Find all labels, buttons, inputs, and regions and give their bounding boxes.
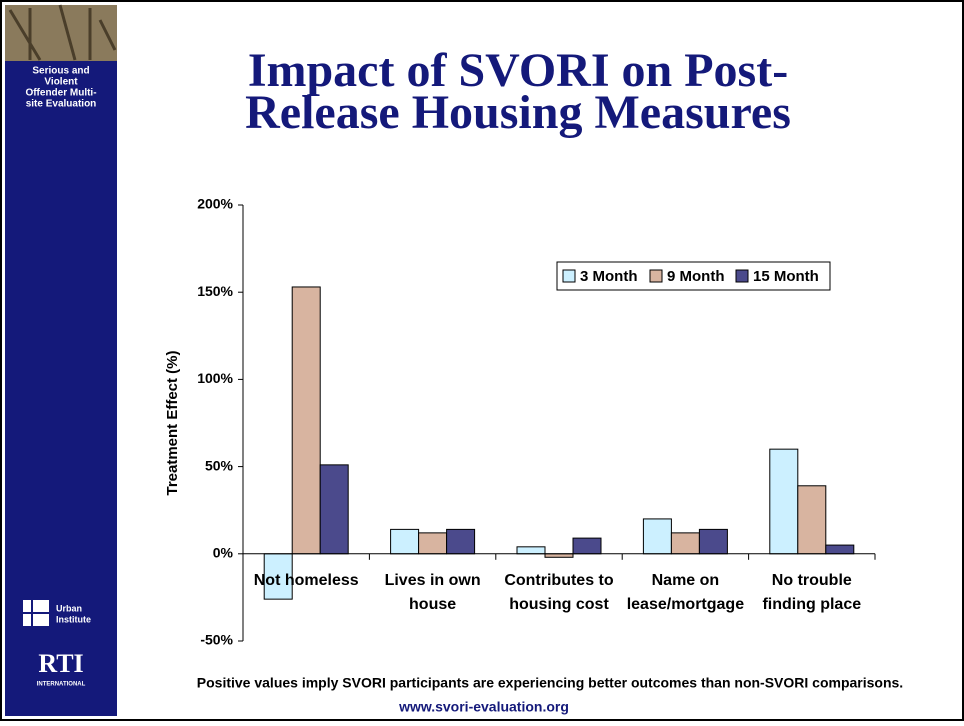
chart-title: Release Housing Measures bbox=[245, 86, 791, 139]
urban-text: Institute bbox=[56, 614, 91, 624]
sidebar-line: site Evaluation bbox=[26, 99, 97, 110]
legend-label: 3 Month bbox=[580, 268, 638, 285]
bar bbox=[319, 464, 349, 555]
bar bbox=[825, 544, 855, 555]
sidebar-line: Violent bbox=[44, 77, 78, 88]
rti-logo: RTI bbox=[38, 649, 83, 678]
y-tick-label: 0% bbox=[213, 545, 234, 561]
bar bbox=[572, 537, 602, 555]
sidebar-line: Serious and bbox=[32, 66, 89, 77]
bar bbox=[797, 485, 827, 555]
legend-label: 9 Month bbox=[667, 268, 725, 285]
y-tick-label: 200% bbox=[197, 196, 233, 212]
x-tick-label: housing cost bbox=[509, 596, 609, 613]
bar bbox=[698, 528, 728, 555]
y-axis-title: Treatment Effect (%) bbox=[164, 350, 181, 495]
legend-swatch bbox=[735, 269, 749, 283]
bar bbox=[769, 448, 799, 555]
photo-detail bbox=[8, 4, 117, 61]
x-tick-label: finding place bbox=[762, 596, 861, 613]
x-tick-label: house bbox=[409, 596, 456, 613]
bar bbox=[642, 518, 672, 555]
x-tick-label: No trouble bbox=[772, 572, 852, 589]
rti-sub: INTERNATIONAL bbox=[37, 682, 86, 688]
urban-logo-lines bbox=[23, 600, 49, 626]
footnote: Positive values imply SVORI participants… bbox=[197, 675, 903, 691]
y-tick-label: 150% bbox=[197, 283, 233, 299]
url: www.svori-evaluation.org bbox=[398, 699, 569, 715]
legend-box bbox=[556, 261, 831, 291]
y-tick-label: 50% bbox=[205, 457, 234, 473]
urban-text: Urban bbox=[56, 603, 82, 613]
sidebar-line: Offender Multi- bbox=[25, 88, 96, 99]
bar bbox=[446, 528, 476, 555]
x-tick-label: Contributes to bbox=[504, 572, 614, 589]
chart-title: Impact of SVORI on Post- bbox=[248, 44, 788, 97]
bar bbox=[291, 286, 321, 555]
y-tick-label: -50% bbox=[200, 632, 233, 648]
bar bbox=[516, 546, 546, 555]
x-tick-label: Name on bbox=[652, 572, 720, 589]
legend-swatch bbox=[562, 269, 576, 283]
bar bbox=[418, 532, 448, 555]
sidebar bbox=[5, 5, 117, 716]
bar bbox=[670, 532, 700, 555]
bar bbox=[544, 553, 574, 558]
x-tick-label: Not homeless bbox=[254, 572, 359, 589]
sidebar-text: Serious and Violent Offender Multi- site… bbox=[25, 66, 96, 110]
legend-label: 15 Month bbox=[753, 268, 819, 285]
y-tick-label: 100% bbox=[197, 370, 233, 386]
bar bbox=[263, 553, 293, 600]
bar bbox=[390, 528, 420, 555]
legend-swatch bbox=[649, 269, 663, 283]
x-tick-label: Lives in own bbox=[385, 572, 481, 589]
x-tick-label: lease/mortgage bbox=[627, 596, 744, 613]
